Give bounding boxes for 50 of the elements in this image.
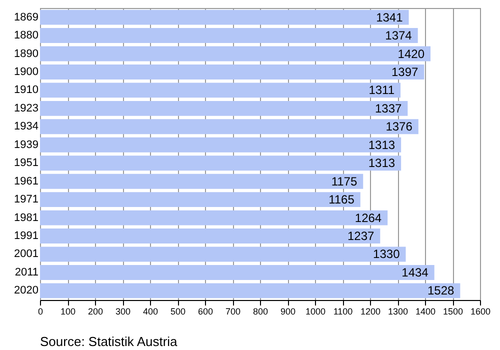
y-tick-label: 1910 xyxy=(14,84,38,96)
data-label: 1311 xyxy=(368,83,395,98)
data-label: 1528 xyxy=(427,284,455,298)
data-label: 1313 xyxy=(368,138,396,152)
data-label: 1434 xyxy=(402,265,429,280)
source-note: Source: Statistik Austria xyxy=(40,334,178,349)
data-label: 1337 xyxy=(374,101,402,116)
data-label: 1237 xyxy=(347,229,374,244)
x-tick-label: 1200 xyxy=(360,306,381,316)
data-label: 1341 xyxy=(376,10,404,24)
y-tick-label: 1869 xyxy=(14,11,38,24)
y-tick-label: 1991 xyxy=(14,230,38,242)
data-label: 1313 xyxy=(368,156,396,170)
data-label: 1264 xyxy=(354,210,382,225)
y-tick-label: 1923 xyxy=(14,102,38,114)
data-label: 1376 xyxy=(386,120,413,134)
y-tick-label: 1971 xyxy=(14,194,38,206)
data-label: 1175 xyxy=(331,174,358,188)
x-tick-label: 600 xyxy=(198,306,214,316)
data-label: 1420 xyxy=(398,46,425,61)
x-tick-label: 200 xyxy=(88,306,104,316)
y-tick-label: 2020 xyxy=(14,284,38,297)
x-tick-label: 1100 xyxy=(333,306,353,316)
x-tick-label: 100 xyxy=(60,306,76,316)
y-tick-label: 1951 xyxy=(14,157,38,170)
x-tick-label: 400 xyxy=(142,306,158,316)
x-tick-label: 800 xyxy=(252,306,268,316)
x-tick-label: 700 xyxy=(225,306,241,316)
x-tick-label: 0 xyxy=(38,306,44,316)
y-tick-label: 1939 xyxy=(14,138,38,151)
data-label: 1330 xyxy=(373,247,400,262)
x-tick-label: 500 xyxy=(170,306,186,316)
x-tick-label: 1400 xyxy=(415,306,436,316)
y-tick-label: 1890 xyxy=(14,48,38,60)
y-tick-label: 1961 xyxy=(14,175,38,188)
y-tick-label: 1880 xyxy=(14,30,38,42)
data-label: 1374 xyxy=(385,28,412,43)
y-tick-label: 1900 xyxy=(14,66,38,78)
data-label: 1165 xyxy=(328,192,355,207)
x-tick-label: 1500 xyxy=(442,306,464,316)
data-label: 1397 xyxy=(391,64,418,79)
y-tick-label: 2001 xyxy=(14,248,38,260)
x-tick-label: 1000 xyxy=(305,306,326,316)
x-tick-label: 900 xyxy=(280,306,296,316)
y-tick-label: 1981 xyxy=(14,212,38,224)
x-tick-label: 300 xyxy=(115,306,131,316)
y-tick-label: 1934 xyxy=(14,120,38,133)
y-tick-label: 2011 xyxy=(14,266,38,278)
x-tick-label: 1600 xyxy=(470,306,491,316)
x-tick-label: 1300 xyxy=(388,306,408,316)
